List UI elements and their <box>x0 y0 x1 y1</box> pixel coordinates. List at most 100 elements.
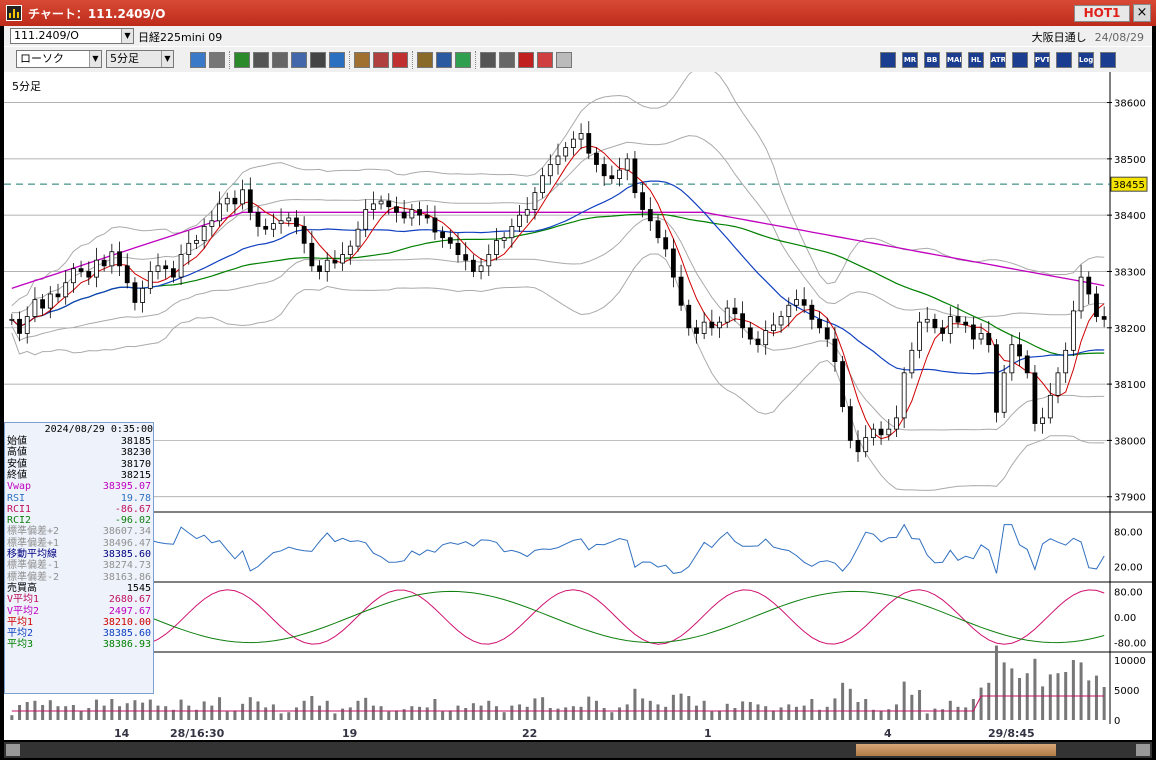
atr-button[interactable]: ATR <box>990 52 1006 68</box>
bb-button[interactable]: BB <box>924 52 940 68</box>
volume-bar <box>18 705 22 720</box>
settings-icon[interactable] <box>417 52 433 68</box>
hl-button[interactable]: HL <box>968 52 984 68</box>
volume-tick-label: 5000 <box>1114 686 1139 697</box>
volume-bar <box>687 696 691 720</box>
candle-body <box>786 304 792 317</box>
scroll-left-icon[interactable] <box>6 744 20 756</box>
candle-body <box>832 338 838 362</box>
chart-area[interactable]: 38600 38500 38400 38300 38200 38100 38000 37900… <box>4 72 1152 740</box>
candle-body <box>594 152 599 165</box>
info-row: V平均1 2680.67 <box>7 594 153 605</box>
volume-bar <box>518 704 522 720</box>
volume-bar <box>910 694 914 720</box>
blank-icon[interactable] <box>556 52 572 68</box>
scroll-thumb[interactable] <box>856 744 1056 756</box>
symbol-input[interactable]: 111.2409/O ▼ <box>10 28 134 44</box>
volume-bar <box>933 708 937 720</box>
candle-body <box>363 209 369 230</box>
eraser-icon[interactable] <box>291 52 307 68</box>
info-row: 標準偏差+1 38496.47 <box>7 538 153 549</box>
bars2-icon[interactable] <box>537 52 553 68</box>
draw-icon[interactable] <box>253 52 269 68</box>
box-button[interactable] <box>1056 52 1072 68</box>
candle-body <box>1063 349 1069 374</box>
volume-bar <box>148 699 152 720</box>
magnify-icon[interactable] <box>190 52 206 68</box>
candle-body <box>370 203 376 210</box>
interval-label: 5分足 <box>12 80 41 93</box>
candle-body <box>794 299 799 306</box>
candle-body <box>1001 372 1007 413</box>
volume-bar <box>71 705 75 720</box>
close-button[interactable]: × <box>1133 4 1151 22</box>
candle-body <box>547 164 553 177</box>
hot-button[interactable]: HOT1 <box>1074 5 1130 22</box>
candle-body <box>855 440 861 453</box>
all-icon[interactable] <box>392 52 408 68</box>
close-button[interactable] <box>1100 52 1116 68</box>
volume-bar <box>110 699 114 720</box>
export-icon[interactable] <box>480 52 496 68</box>
log-button[interactable]: Log <box>1078 52 1094 68</box>
candle-body <box>878 428 884 436</box>
candle-body <box>355 228 361 247</box>
info-key: 高値 <box>7 447 27 459</box>
stock-b-icon[interactable] <box>373 52 389 68</box>
current-price-marker <box>1110 176 1148 192</box>
candle-body <box>186 242 192 255</box>
interval-value: 5分足 <box>110 52 139 65</box>
info-key: 標準偏差-1 <box>7 560 60 572</box>
info-value: 38395.07 <box>102 481 151 493</box>
trash-icon[interactable] <box>329 52 345 68</box>
interval-select[interactable]: 5分足 ▼ <box>106 50 174 68</box>
pointer-icon[interactable] <box>272 52 288 68</box>
volume-bar <box>764 706 768 720</box>
bars-icon[interactable] <box>518 52 534 68</box>
info-value: -96.02 <box>114 515 151 527</box>
candle-body <box>247 189 253 213</box>
scroll-right-icon[interactable] <box>1136 744 1150 756</box>
chart-type-select[interactable]: ローソク ▼ <box>16 50 102 68</box>
price-tick-label: 38100 <box>1114 380 1146 391</box>
volume-bar <box>794 706 798 720</box>
candles-button[interactable] <box>880 52 896 68</box>
volume-bar <box>979 687 983 720</box>
candle-body <box>778 316 784 326</box>
search-icon[interactable] <box>499 52 515 68</box>
candle-body <box>1047 394 1053 419</box>
mr-button[interactable]: MR <box>902 52 918 68</box>
volume-bar <box>694 705 698 720</box>
wrench-icon[interactable] <box>436 52 452 68</box>
volume-bar <box>171 709 175 720</box>
candle-body <box>678 276 684 306</box>
price-chart[interactable]: 38600 38500 38400 38300 38200 38100 38000 37900… <box>4 72 1152 740</box>
candle-body <box>901 372 907 419</box>
horizontal-scrollbar[interactable] <box>4 742 1152 758</box>
volume-bar <box>802 705 806 720</box>
volume-bar <box>664 706 668 720</box>
palette-icon[interactable] <box>455 52 471 68</box>
volume-bar <box>471 703 475 720</box>
volume-bar <box>448 710 452 720</box>
mae-button[interactable]: MAE <box>946 52 962 68</box>
stock-a-icon[interactable] <box>354 52 370 68</box>
candle-body <box>478 265 484 272</box>
info-key: 標準偏差-2 <box>7 571 60 583</box>
ichimoku-button[interactable] <box>1012 52 1028 68</box>
bollinger-band <box>11 217 1105 431</box>
note-icon[interactable] <box>310 52 326 68</box>
info-value: 38496.47 <box>102 537 151 549</box>
volume-bar <box>279 713 283 720</box>
pvt-button[interactable]: PVT <box>1034 52 1050 68</box>
toolbar-separator <box>412 51 414 69</box>
trendline-icon[interactable] <box>234 52 250 68</box>
volume-bar <box>87 708 91 720</box>
crosshair-icon[interactable] <box>209 52 225 68</box>
candle-body <box>463 254 469 261</box>
info-value: 38163.86 <box>102 571 151 583</box>
chevron-down-icon[interactable]: ▼ <box>121 29 133 43</box>
info-row: 売買高 1545 <box>7 583 153 594</box>
volume-bar <box>348 707 352 720</box>
candle-body <box>201 226 207 241</box>
